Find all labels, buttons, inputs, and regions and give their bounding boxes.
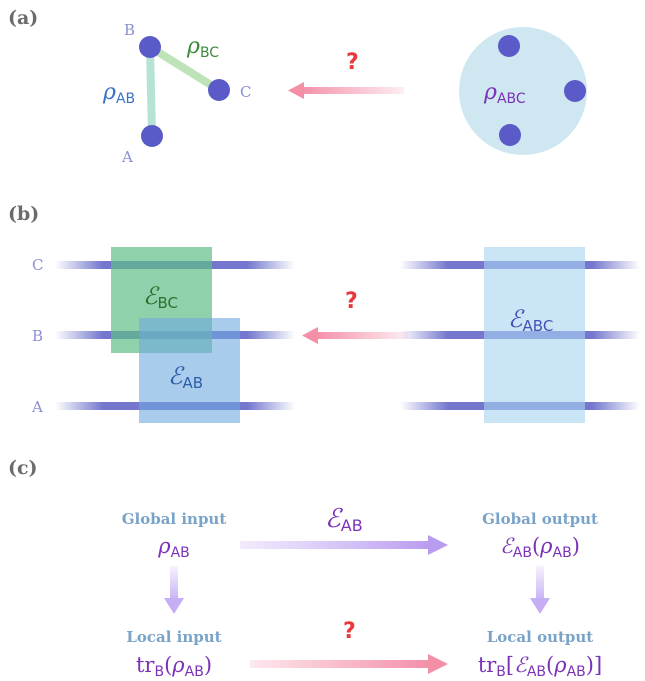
arrow-left-down-head xyxy=(164,598,184,614)
qubit-label-c: C xyxy=(32,256,43,274)
rho-abc-label: ρABC xyxy=(483,80,526,107)
arrow-local-head xyxy=(428,654,448,674)
node-top xyxy=(498,35,520,57)
node-a xyxy=(141,125,163,147)
global-input-label: Global input xyxy=(122,510,227,528)
arrow-b-shaft xyxy=(315,332,408,339)
eps-ab-label: ℰAB xyxy=(168,362,203,392)
node-c xyxy=(208,79,230,101)
panel-label-c: (c) xyxy=(8,457,38,479)
node-label-b: B xyxy=(124,21,135,39)
arrow-right-down-head xyxy=(530,598,550,614)
global-output-label: Global output xyxy=(482,510,598,528)
qubit-label-b: B xyxy=(32,327,43,345)
question-mark-c: ? xyxy=(343,619,356,644)
gate-ab xyxy=(139,318,240,423)
local-output-label: Local output xyxy=(487,628,594,646)
eps-abc-label: ℰABC xyxy=(508,305,553,335)
node-label-c: C xyxy=(240,83,251,101)
arrow-global-head xyxy=(428,535,448,555)
local-input-expr: trB(ρAB) xyxy=(136,653,212,680)
panel-label-a: (a) xyxy=(8,7,38,29)
edge-ab xyxy=(146,43,156,140)
panel-label-b: (b) xyxy=(8,203,39,225)
rho-ab-label: ρAB xyxy=(102,80,135,107)
edge-bc xyxy=(146,43,223,94)
global-input-expr: ρAB xyxy=(157,534,190,561)
local-input-label: Local input xyxy=(126,628,221,646)
local-output-expr: trB[ℰAB(ρAB)] xyxy=(478,653,602,680)
node-right xyxy=(564,80,586,102)
arrow-left-down-shaft xyxy=(170,566,178,602)
question-mark-a: ? xyxy=(346,50,359,75)
qubit-label-a: A xyxy=(31,398,43,416)
arrow-local-shaft xyxy=(250,660,430,668)
gate-abc xyxy=(484,247,585,423)
channel-label: ℰAB xyxy=(325,504,363,535)
arrow-a-head xyxy=(288,82,304,99)
node-bottom xyxy=(499,124,521,146)
question-mark-b: ? xyxy=(345,289,358,314)
arrow-b-head xyxy=(302,327,318,344)
global-output-expr: ℰAB(ρAB) xyxy=(500,534,580,561)
eps-bc-label: ℰBC xyxy=(143,282,178,312)
arrow-right-down-shaft xyxy=(536,566,544,602)
rho-bc-label: ρBC xyxy=(186,34,219,61)
node-b xyxy=(139,36,161,58)
arrow-a-shaft xyxy=(300,87,404,94)
tripartite-circle xyxy=(459,27,587,155)
node-label-a: A xyxy=(121,148,133,166)
arrow-global-shaft xyxy=(240,541,430,549)
